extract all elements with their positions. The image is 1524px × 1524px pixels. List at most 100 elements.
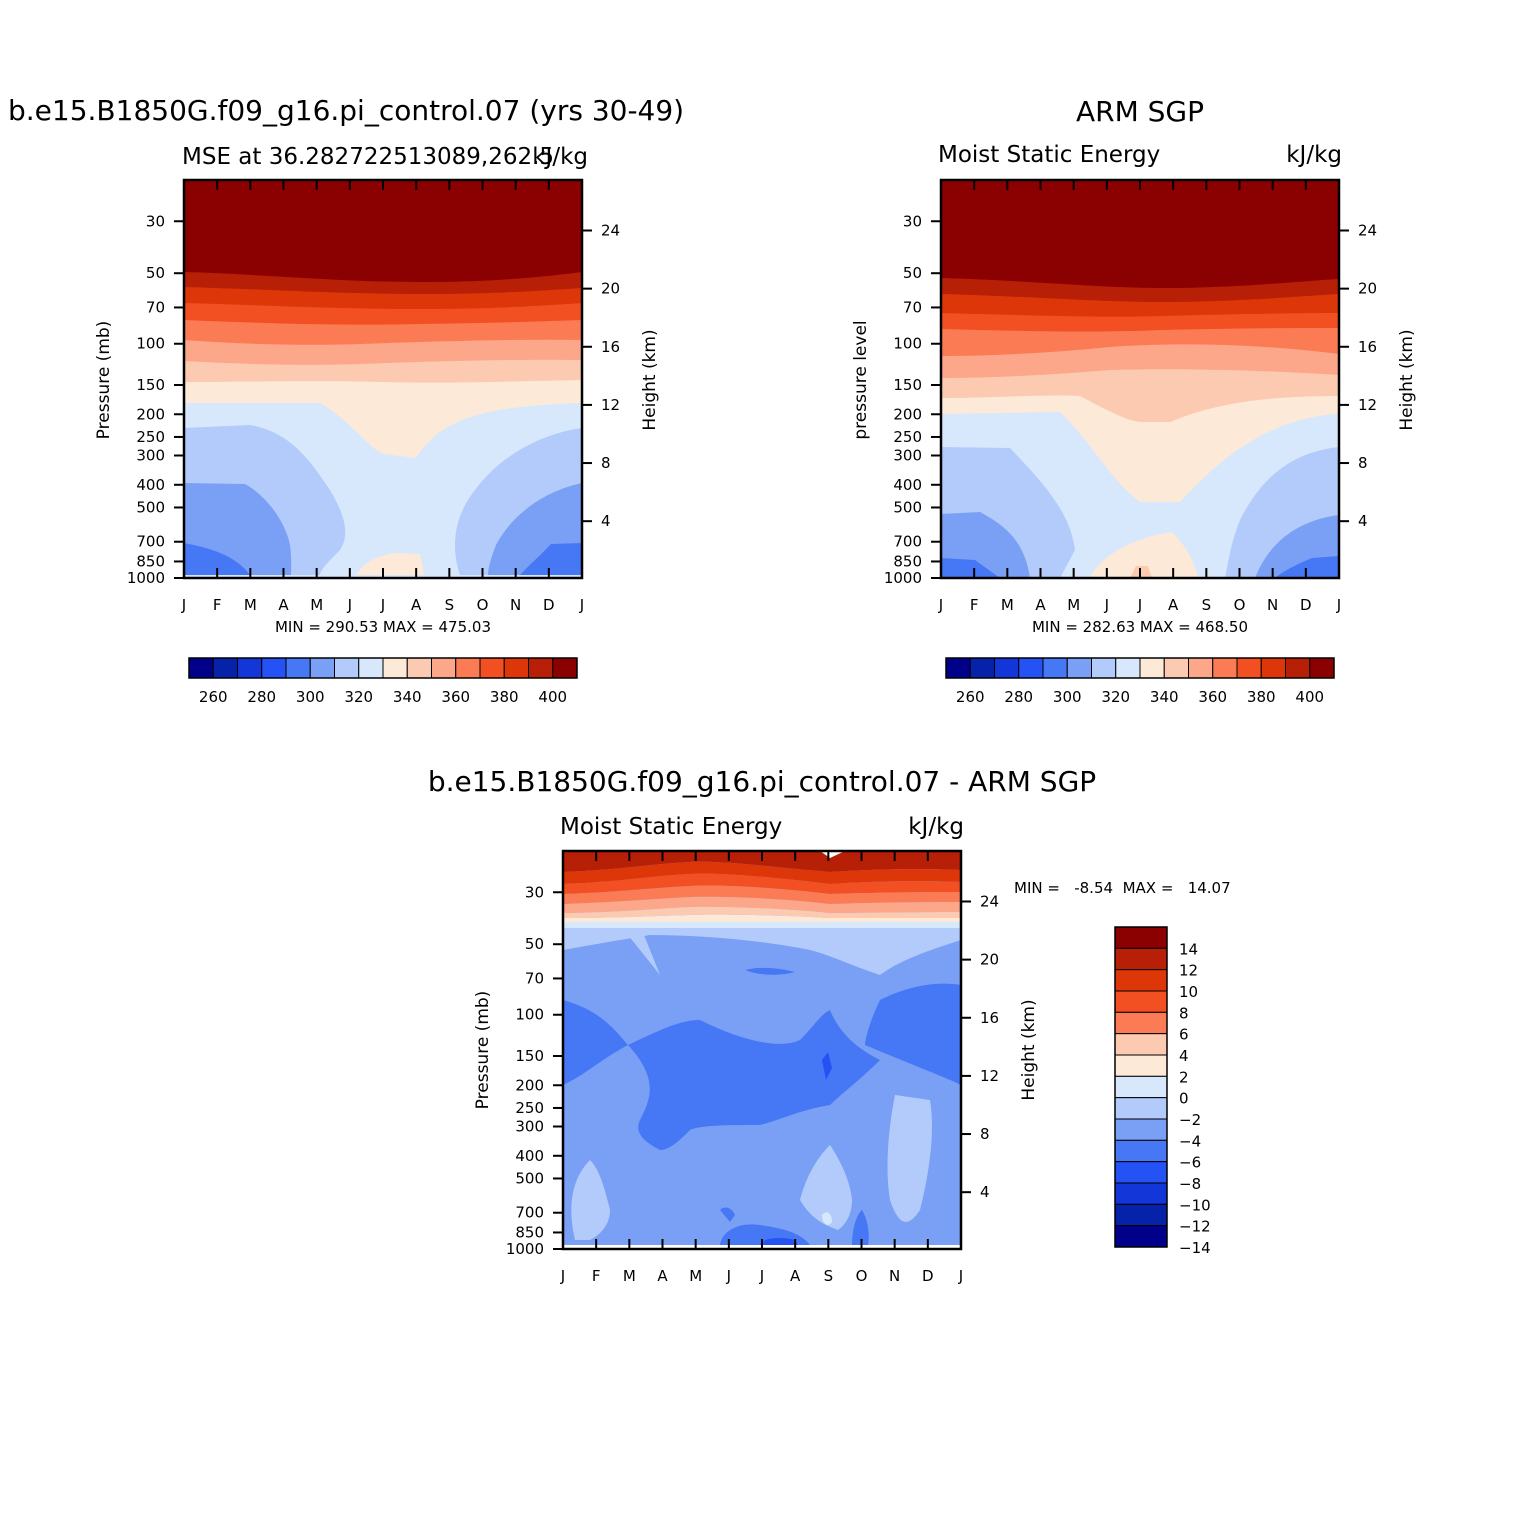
colorbar-label: 360 [441,688,470,706]
height-tick-label: 12 [601,396,620,414]
colorbar-swatch [1066,657,1092,679]
panel1-contour-area [182,178,584,580]
colorbar-swatch [969,657,995,679]
colorbar-label: 4 [1179,1047,1189,1065]
colorbar-swatch [285,657,311,679]
panel2-ylabel-left: pressure level [851,320,871,439]
height-tick-label: 16 [1358,338,1377,356]
y-tick-label: 50 [146,264,165,282]
colorbar-label: 320 [344,688,373,706]
height-tick-label: 20 [1358,280,1377,298]
band-290-left [184,543,250,575]
colorbar-label: 14 [1179,940,1198,958]
y-tick-label: 400 [893,476,922,494]
colorbar-swatch [1114,1097,1168,1120]
colorbar-swatch [382,657,408,679]
x-tick-label: M [623,1267,636,1285]
x-tick-label: N [889,1267,900,1285]
y-tick-label: 250 [136,428,165,446]
colorbar-swatch [1236,657,1262,679]
band-290-left [941,558,1000,578]
panel1-colorbar: 260 280 300 320 340 360 380 400 [188,657,578,706]
panel2-stats: MIN = 282.63 MAX = 468.50 [1032,618,1248,636]
x-tick-label: A [278,596,289,614]
panel2-colorbar: 260 280 300 320 340 360 380 400 [945,657,1335,706]
colorbar-swatch [1114,926,1168,949]
colorbar-label: 340 [393,688,422,706]
x-tick-label: M [1067,596,1080,614]
panel3-stats: MIN = -8.54 MAX = 14.07 [1014,879,1231,897]
band-290-right [1275,556,1339,578]
colorbar-swatch [1114,1203,1168,1227]
height-tick-label: 12 [980,1067,999,1085]
colorbar-swatch [358,657,384,679]
x-tick-label: J [958,1267,963,1285]
band-minus2 [563,922,961,928]
x-tick-label: J [347,596,352,614]
height-tick-label: 24 [1358,221,1377,239]
y-tick-label: 200 [515,1076,544,1094]
y-tick-label: 150 [515,1047,544,1065]
panel3-contour-area [561,849,963,1251]
x-tick-label: J [1336,596,1341,614]
colorbar-label: −2 [1179,1111,1201,1129]
y-tick-label: 500 [893,498,922,516]
colorbar-swatch [1114,1161,1168,1184]
colorbar-label: 0 [1179,1090,1189,1108]
panel3-subtitle-left: Moist Static Energy [560,814,782,840]
colorbar-swatch [1114,990,1168,1013]
colorbar-swatch [1260,657,1286,679]
x-tick-label: J [759,1267,764,1285]
colorbar-label: −4 [1179,1132,1201,1150]
colorbar-swatch [1114,1011,1168,1035]
colorbar-label: 300 [1053,688,1082,706]
band-8 [563,873,961,894]
band-330-surface [1090,532,1198,578]
x-tick-label: S [1202,596,1212,614]
y-tick-label: 70 [146,298,165,316]
colorbar-swatch [1188,657,1214,679]
band-minus8-surface-3 [852,1210,869,1245]
panel3-ylabel-left: Pressure (mb) [473,991,493,1110]
colorbar-label: 260 [199,688,228,706]
x-tick-label: J [1104,596,1109,614]
colorbar-label: 340 [1150,688,1179,706]
panel3-title: b.e15.B1850G.f09_g16.pi_control.07 - ARM… [428,765,1096,798]
band-4 [563,896,961,913]
x-tick-label: J [726,1267,731,1285]
colorbar-swatch [1114,1139,1168,1163]
band-minus10-spot [822,1052,832,1080]
panel1-stats: MIN = 290.53 MAX = 475.03 [275,618,491,636]
x-tick-label: D [922,1267,934,1285]
band-minus4-lower-mid [800,1145,852,1230]
y-tick-label: 30 [525,883,544,901]
colorbar-label: 400 [1295,688,1324,706]
colorbar-label: 300 [296,688,325,706]
panel1-title: b.e15.B1850G.f09_g16.pi_control.07 (yrs … [8,94,684,127]
y-tick-label: 1000 [127,569,165,587]
colorbar-label: 380 [1247,688,1276,706]
x-tick-label: F [970,596,979,614]
colorbar-label: −12 [1179,1218,1211,1236]
panel1-ylabel-right: Height (km) [640,329,660,430]
panel3-subtitle-right: kJ/kg [908,814,964,840]
colorbar-label: 380 [490,688,519,706]
colorbar-swatch [406,657,432,679]
panel2-ylabel-right: Height (km) [1397,329,1417,430]
y-tick-label: 100 [893,335,922,353]
y-tick-label: 1000 [506,1240,544,1258]
y-tick-label: 70 [525,969,544,987]
band-minus4-lower-right [887,1095,932,1222]
colorbar-swatch [1091,657,1117,679]
height-tick-label: 20 [980,951,999,969]
y-tick-label: 50 [525,935,544,953]
colorbar-swatch [1114,947,1168,971]
y-tick-label: 850 [893,552,922,570]
height-tick-label: 24 [980,892,999,910]
y-tick-label: 150 [136,376,165,394]
x-tick-label: M [1001,596,1014,614]
colorbar-label: 8 [1179,1004,1189,1022]
x-tick-label: D [543,596,555,614]
